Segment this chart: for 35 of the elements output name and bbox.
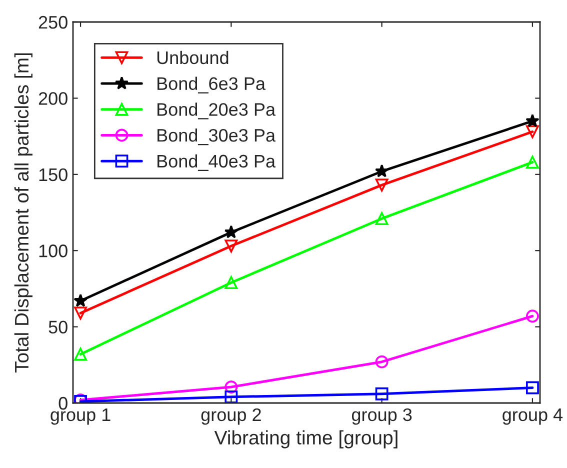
legend-label: Bond_6e3 Pa bbox=[158, 76, 266, 94]
point bbox=[74, 306, 87, 320]
point bbox=[526, 125, 539, 138]
point bbox=[375, 178, 388, 192]
y-tick-label: 50 bbox=[48, 320, 68, 334]
point bbox=[375, 212, 388, 226]
y-axis-title: Total Displacement of all particles [m] bbox=[14, 53, 32, 373]
point bbox=[526, 156, 539, 169]
point bbox=[74, 348, 87, 361]
point bbox=[375, 387, 388, 400]
legend-label: Unbound bbox=[157, 50, 228, 64]
x-tick-label: group 2 bbox=[201, 408, 261, 425]
y-tick-label: 250 bbox=[38, 16, 68, 29]
y-tick-label: 150 bbox=[39, 168, 68, 182]
x-tick-label: group 4 bbox=[502, 408, 563, 425]
legend-label: Bond_40e3 Pa bbox=[158, 154, 276, 171]
point bbox=[374, 164, 389, 178]
point bbox=[224, 276, 238, 290]
point bbox=[375, 355, 388, 368]
legend-label: Bond_20e3 Pa bbox=[158, 102, 276, 120]
x-axis-title: Vibrating time [group] bbox=[214, 430, 398, 448]
point bbox=[526, 381, 539, 394]
x-tick-label: group 1 bbox=[50, 408, 110, 425]
y-tick-label: 200 bbox=[38, 92, 68, 105]
y-tick-label: 100 bbox=[39, 244, 68, 258]
point bbox=[74, 294, 88, 307]
point bbox=[224, 390, 238, 403]
x-tick-label: group 3 bbox=[352, 408, 412, 425]
point bbox=[224, 240, 238, 252]
point bbox=[526, 310, 539, 323]
point bbox=[224, 380, 238, 394]
point bbox=[526, 114, 540, 128]
y-tick-label: 0 bbox=[58, 396, 68, 410]
point bbox=[224, 225, 238, 238]
legend-label: Bond_30e3 Pa bbox=[158, 128, 276, 146]
